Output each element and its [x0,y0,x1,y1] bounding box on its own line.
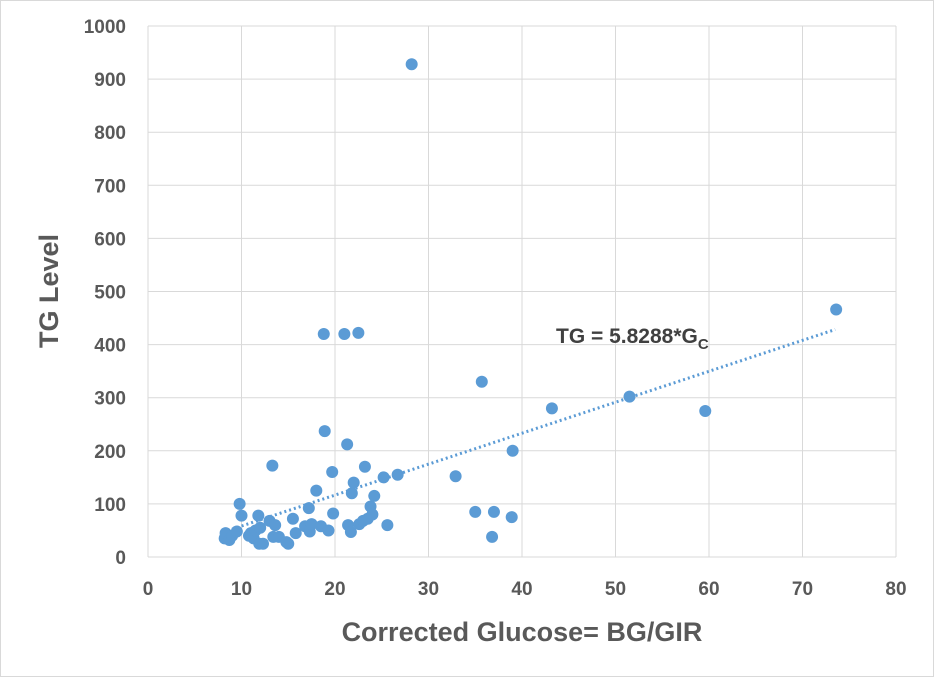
data-point [475,375,488,388]
x-tick-label: 40 [511,579,532,600]
x-tick-label: 10 [231,579,252,600]
y-tick-label: 900 [94,70,126,91]
trendline [231,328,836,531]
x-tick-label: 80 [885,579,906,600]
data-point [366,508,379,521]
data-point [368,489,381,502]
data-point [233,497,246,510]
trendline-equation: TG = 5.8288*GC [556,325,709,353]
data-point [377,471,390,484]
data-point [286,512,299,525]
data-point [352,326,365,339]
data-point [305,518,318,531]
y-tick-label: 500 [94,283,126,304]
y-tick-label: 1000 [84,17,126,38]
data-point [310,484,323,497]
data-point [405,58,418,71]
data-point [545,402,558,415]
data-point [230,525,243,538]
data-point [699,404,712,417]
x-axis-title: Corrected Glucose= BG/GIR [342,617,703,647]
data-point [317,327,330,340]
x-tick-label: 60 [698,579,719,600]
y-tick-label: 700 [94,176,126,197]
data-point [302,502,315,515]
data-point [505,511,518,524]
data-point [623,390,636,403]
data-point [235,509,248,522]
data-point [358,460,371,473]
data-point [318,425,331,438]
data-point [487,505,500,518]
y-axis-title: TG Level [34,234,64,348]
data-point [381,519,394,532]
y-tick-label: 100 [94,495,126,516]
data-point [269,519,282,532]
gridlines [147,25,897,558]
x-tick-label: 30 [418,579,439,600]
data-point [391,468,404,481]
x-tick-label: 20 [324,579,345,600]
data-point [341,438,354,451]
y-tick-label: 400 [94,336,126,357]
y-tick-label: 300 [94,389,126,410]
y-tick-label: 200 [94,442,126,463]
data-point [289,527,302,540]
data-point [830,303,843,316]
data-point [327,507,340,520]
y-axis-ticks: 0 100 200 300 400 500 600 700 800 900 1000 [84,17,126,569]
data-point [282,537,295,550]
data-point [506,444,519,457]
data-point [344,526,357,539]
data-point [326,466,339,479]
x-tick-label: 50 [605,579,626,600]
x-tick-label: 70 [792,579,813,600]
trendline-equation-subscript: C [698,336,709,353]
data-point [338,327,351,340]
data-point [252,509,265,522]
data-point [486,530,499,543]
y-tick-label: 600 [94,229,126,250]
trendline-equation-main: TG = 5.8288*G [556,325,698,348]
data-point [345,487,358,500]
data-points [218,58,843,550]
y-tick-label: 0 [115,548,126,569]
x-tick-label: 0 [143,579,154,600]
data-point [347,476,360,489]
data-point [449,470,462,483]
data-point [322,524,335,537]
data-point [469,505,482,518]
y-tick-label: 800 [94,123,126,144]
x-axis-ticks: 0 10 20 30 40 50 60 70 80 [143,579,907,600]
data-point [257,537,270,550]
data-point [266,459,279,472]
data-point [254,521,267,534]
